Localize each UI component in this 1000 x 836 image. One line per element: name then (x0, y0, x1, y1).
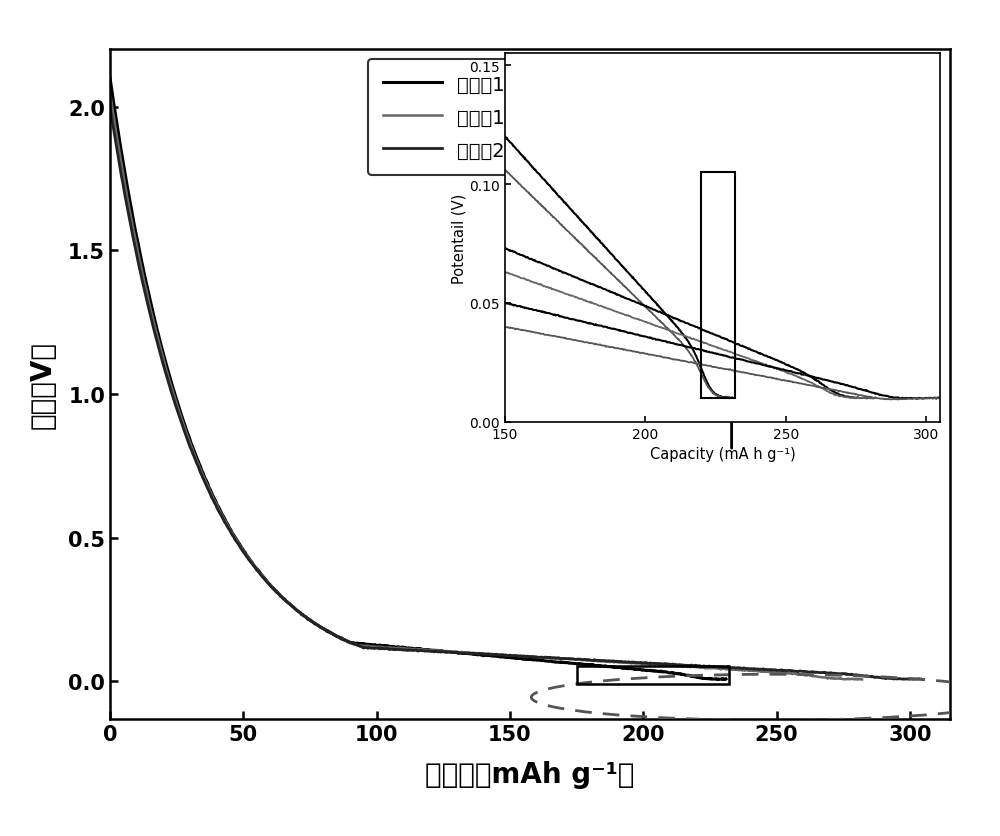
对比例1 (523, 655, 535, 665)
对比例1 (712, 675, 724, 685)
实施例2 (166, 390, 178, 400)
X-axis label: 比容量（mAh g⁻¹）: 比容量（mAh g⁻¹） (425, 761, 635, 788)
Line: 实施例2: 实施例2 (110, 107, 923, 680)
实施例1 (856, 675, 868, 685)
实施例1 (104, 88, 116, 98)
对比例1 (510, 654, 522, 664)
实施例2 (917, 675, 929, 685)
实施例1 (763, 667, 775, 677)
X-axis label: Capacity (mA h g⁻¹): Capacity (mA h g⁻¹) (650, 446, 795, 461)
实施例1 (852, 675, 864, 685)
实施例2 (737, 664, 749, 674)
实施例2 (104, 102, 116, 112)
对比例1 (538, 656, 550, 666)
实施例2 (646, 659, 658, 669)
Line: 实施例1: 实施例1 (110, 93, 862, 680)
对比例1 (104, 74, 116, 84)
Line: 对比例1: 对比例1 (110, 79, 726, 680)
实施例1 (592, 656, 604, 666)
Bar (701, 173, 735, 399)
实施例2 (624, 657, 636, 667)
实施例1 (574, 655, 586, 665)
对比例1 (599, 661, 611, 671)
实施例1 (612, 658, 624, 668)
实施例2 (814, 668, 826, 678)
对比例1 (720, 674, 732, 684)
对比例1 (163, 370, 175, 380)
Bar (577, 665, 729, 685)
实施例2 (604, 656, 616, 666)
Y-axis label: 电位（V）: 电位（V） (29, 340, 57, 429)
实施例1 (694, 663, 706, 673)
实施例1 (165, 381, 177, 391)
Legend: 对比例1, 实施例1, 实施例2: 对比例1, 实施例1, 实施例2 (368, 60, 520, 176)
Y-axis label: Potentail (V): Potentail (V) (452, 193, 467, 283)
对比例1 (650, 666, 662, 676)
